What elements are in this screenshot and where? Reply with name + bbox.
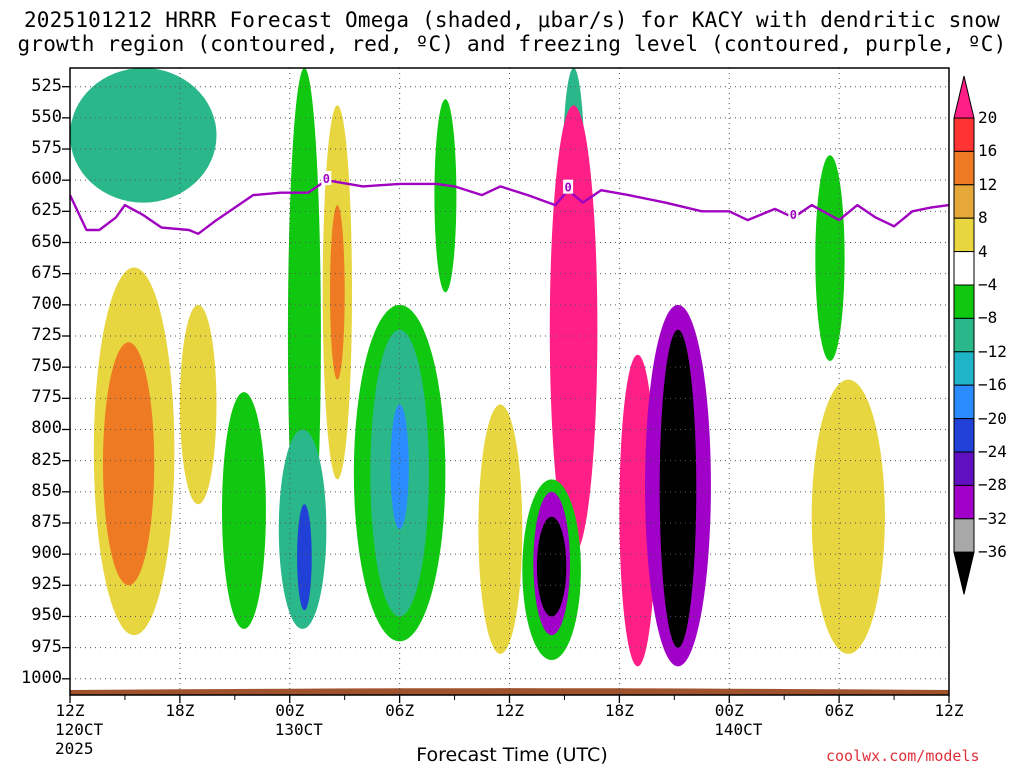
colorbar-tick-label: −12 — [978, 341, 1007, 361]
x-axis-label: Forecast Time (UTC) — [416, 744, 608, 766]
colorbar-tick-label: 4 — [978, 241, 988, 261]
omega-pink-26h — [549, 105, 598, 555]
x-tick-label: 00Z — [275, 701, 305, 720]
x-tick-label: 06Z — [385, 701, 415, 720]
colorbar-top-arrow — [953, 75, 975, 119]
y-tick-label: 950 — [31, 605, 62, 626]
colorbar-tick-label: 12 — [978, 174, 998, 194]
colorbar-tick-label: −4 — [978, 275, 998, 294]
contour-label-bg — [788, 207, 799, 222]
y-tick-label: 725 — [31, 325, 62, 345]
omega-green-42h — [815, 155, 845, 361]
y-tick-label: 825 — [31, 449, 62, 470]
colorbar-swatch — [953, 451, 975, 486]
x-tick-label: 12Z — [934, 701, 964, 720]
freezing-level-line — [70, 179, 949, 235]
freezing-level-label: 0 — [323, 172, 330, 186]
colorbar-tick-label: −8 — [978, 308, 998, 328]
colorbar-tick-label: −20 — [978, 408, 1007, 428]
colorbar-tick-label: −28 — [978, 475, 1007, 495]
omega-shading — [70, 68, 885, 667]
y-tick-label: 900 — [31, 543, 62, 564]
x-date-label: 120CT — [55, 720, 104, 739]
omega-black-33h-core — [659, 329, 697, 648]
x-date-label: 140CT — [714, 720, 763, 739]
x-tick-label: 06Z — [824, 701, 854, 720]
omega-yellow-42h — [811, 379, 885, 654]
colorbar-tick-label: −32 — [978, 508, 1007, 528]
y-tick-label: 875 — [31, 511, 62, 532]
colorbar-tick-label: −16 — [978, 375, 1007, 395]
x-tick-label: 12Z — [495, 701, 524, 720]
y-tick-label: 600 — [31, 169, 62, 190]
axis-tick-marks — [62, 86, 950, 703]
omega-green-mid — [434, 99, 457, 293]
x-tick-label: 00Z — [714, 701, 744, 720]
colorbar-swatch — [953, 284, 975, 319]
colorbar-swatch — [953, 384, 975, 420]
colorbar — [953, 75, 975, 595]
credit-link[interactable]: coolwx.com/models — [826, 747, 980, 765]
colorbar-swatch — [953, 484, 975, 520]
chart-title-line1: 2025101212 HRRR Forecast Omega (shaded, … — [23, 8, 1001, 32]
y-tick-label: 750 — [31, 356, 62, 377]
colorbar-swatch — [953, 317, 975, 353]
colorbar-tick-label: 8 — [978, 208, 988, 228]
y-tick-label: 525 — [31, 75, 62, 96]
colorbar-tick-label: 16 — [978, 141, 998, 161]
y-tick-label: 625 — [31, 200, 62, 221]
colorbar-swatch — [953, 184, 975, 219]
y-tick-label: 650 — [31, 231, 62, 252]
freezing-level-label: 0 — [790, 208, 797, 222]
chart-title-line2: growth region (contoured, red, ºC) and f… — [17, 32, 1007, 56]
colorbar-tick-label: 20 — [978, 108, 998, 127]
colorbar-tick-label: −24 — [978, 442, 1007, 461]
omega-orange-14h — [330, 205, 345, 380]
colorbar-swatch — [953, 518, 975, 553]
x-date-label: 130CT — [274, 720, 323, 739]
y-tick-label: 675 — [31, 262, 62, 283]
y-tick-label: 575 — [31, 138, 62, 159]
omega-blue-12h-core — [297, 504, 312, 611]
colorbar-swatch — [953, 251, 975, 286]
y-tick-label: 700 — [31, 293, 62, 314]
x-tick-label: 12Z — [55, 701, 85, 720]
y-tick-label: 800 — [31, 418, 62, 439]
colorbar-swatch — [953, 418, 975, 453]
y-tick-label: 975 — [31, 636, 62, 657]
y-tick-label: 1000 — [21, 667, 62, 688]
freezing-level-label: 0 — [564, 181, 571, 195]
colorbar-swatch — [953, 150, 975, 186]
x-tick-label: 18Z — [604, 701, 634, 720]
freezing-level-contour: 0 0 0 — [70, 170, 949, 235]
y-tick-label: 775 — [31, 387, 62, 408]
x-year-label: 2025 — [55, 739, 94, 758]
y-tick-label: 850 — [31, 480, 62, 501]
contour-label-bg — [321, 170, 332, 185]
omega-blue-18h — [390, 404, 409, 530]
colorbar-swatch — [953, 217, 975, 253]
omega-yellow-7h — [179, 304, 217, 505]
omega-black-26h — [536, 516, 567, 617]
contour-label-bg — [563, 179, 574, 194]
x-tick-label: 18Z — [165, 701, 195, 720]
colorbar-swatch — [953, 117, 975, 152]
omega-orange-left — [102, 342, 155, 586]
colorbar-bottom-arrow — [953, 551, 975, 595]
colorbar-swatch — [953, 351, 975, 386]
omega-yellow-24h — [478, 404, 523, 654]
y-tick-label: 550 — [31, 106, 62, 127]
colorbar-tick-label: −36 — [978, 542, 1007, 562]
y-tick-label: 925 — [31, 574, 62, 595]
omega-green-9h — [221, 392, 266, 629]
omega-upper-green-left — [70, 68, 217, 203]
